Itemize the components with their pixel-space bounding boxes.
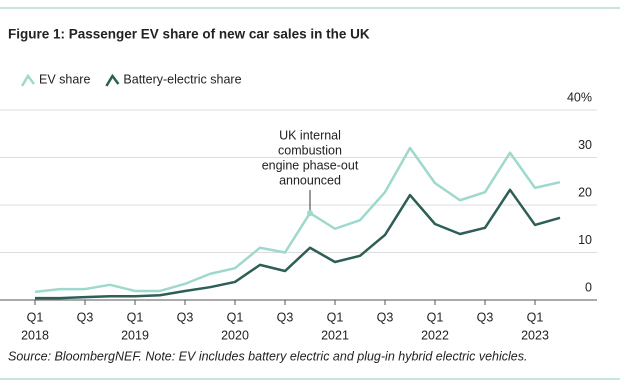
x-tick-label: Q1 [327,310,344,324]
annotation-text: combustion [278,143,342,157]
y-tick-label: 30 [578,138,592,152]
chart-title: Figure 1: Passenger EV share of new car … [8,27,370,42]
y-tick-label: 20 [578,185,592,199]
x-year-label: 2023 [521,328,549,342]
x-tick-label: Q1 [227,310,244,324]
x-tick-label: Q3 [77,310,94,324]
x-tick-label: Q3 [377,310,394,324]
annotation-text: UK internal [279,128,341,142]
series-line [35,188,561,300]
legend-swatch [105,73,120,87]
annotation-text: announced [279,173,341,187]
x-tick-label: Q3 [177,310,194,324]
legend-label: EV share [39,72,90,86]
y-tick-label: 40% [567,90,592,104]
series-line [34,146,561,294]
x-year-label: 2019 [121,328,149,342]
x-tick-label: Q1 [527,310,544,324]
x-year-label: 2020 [221,328,249,342]
x-tick-label: Q1 [427,310,444,324]
x-tick-label: Q3 [477,310,494,324]
source-note: Source: BloombergNEF. Note: EV includes … [8,349,527,363]
annotation-dot [307,210,313,217]
legend-label: Battery-electric share [123,72,241,86]
x-year-label: 2021 [321,328,349,342]
x-year-label: 2022 [421,328,449,342]
x-tick-label: Q1 [27,310,44,324]
x-tick-label: Q3 [277,310,294,324]
y-tick-label: 0 [585,280,592,294]
x-tick-label: Q1 [127,310,144,324]
annotation-text: engine phase-out [262,158,359,172]
y-tick-label: 10 [578,233,592,247]
legend-swatch [20,73,35,87]
x-year-label: 2018 [21,328,49,342]
